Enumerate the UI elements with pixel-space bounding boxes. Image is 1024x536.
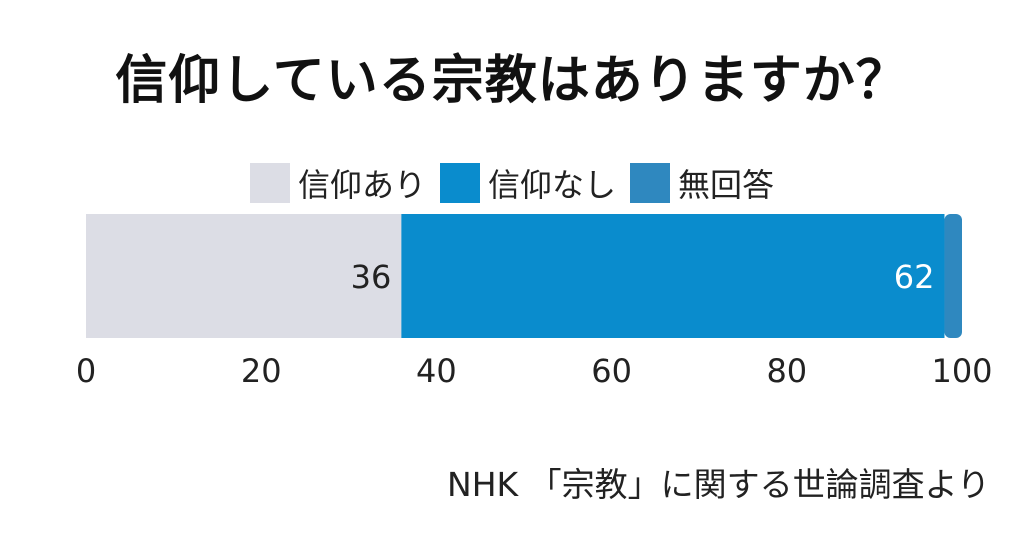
data-label-non-religious: 62 [894, 258, 935, 296]
legend: 信仰あり 信仰なし 無回答 [0, 160, 1024, 206]
x-tick-label-0: 0 [76, 352, 96, 390]
x-tick-label-40: 40 [416, 352, 457, 390]
data-label-religious: 36 [351, 258, 392, 296]
legend-label-non-religious: 信仰なし [487, 166, 616, 204]
legend-label-no-answer: 無回答 [678, 166, 775, 204]
legend-swatch-religious [249, 163, 290, 203]
source-note: NHK 「宗教」に関する世論調査より [447, 465, 990, 504]
legend-item-non-religious: 信仰なし [439, 160, 616, 206]
legend-swatch-no-answer [630, 163, 670, 203]
legend-item-no-answer: 無回答 [630, 160, 774, 206]
legend-item-religious: 信仰あり [249, 160, 426, 206]
legend-label-religious: 信仰あり [297, 166, 426, 204]
x-tick-label-60: 60 [591, 352, 632, 390]
segment-no-answer [944, 214, 962, 338]
chart-title: 信仰している宗教はありますか？ [115, 51, 909, 111]
x-tick-label-100: 100 [931, 352, 992, 390]
x-tick-label-20: 20 [241, 352, 282, 390]
x-tick-label-80: 80 [766, 352, 807, 390]
segment-non-religious [401, 214, 945, 338]
legend-swatch-non-religious [439, 163, 480, 203]
segment-religious [86, 214, 402, 338]
